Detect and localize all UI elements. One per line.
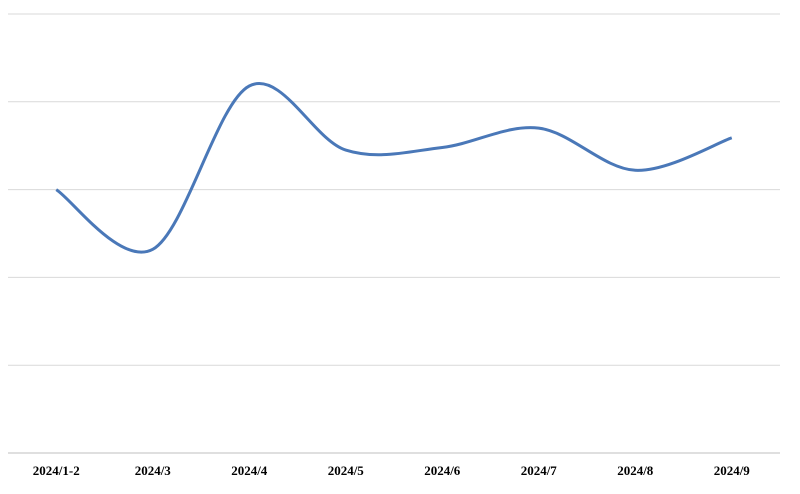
line-series <box>55 82 733 254</box>
x-tick-label: 2024/1-2 <box>33 463 80 478</box>
x-tick-label: 2024/9 <box>714 463 751 478</box>
x-tick-label: 2024/5 <box>328 463 365 478</box>
x-tick-label: 2024/8 <box>617 463 654 478</box>
x-tick-label: 2024/7 <box>521 463 558 478</box>
x-tick-label: 2024/4 <box>231 463 268 478</box>
x-tick-label: 2024/3 <box>135 463 172 478</box>
x-tick-label: 2024/6 <box>424 463 461 478</box>
